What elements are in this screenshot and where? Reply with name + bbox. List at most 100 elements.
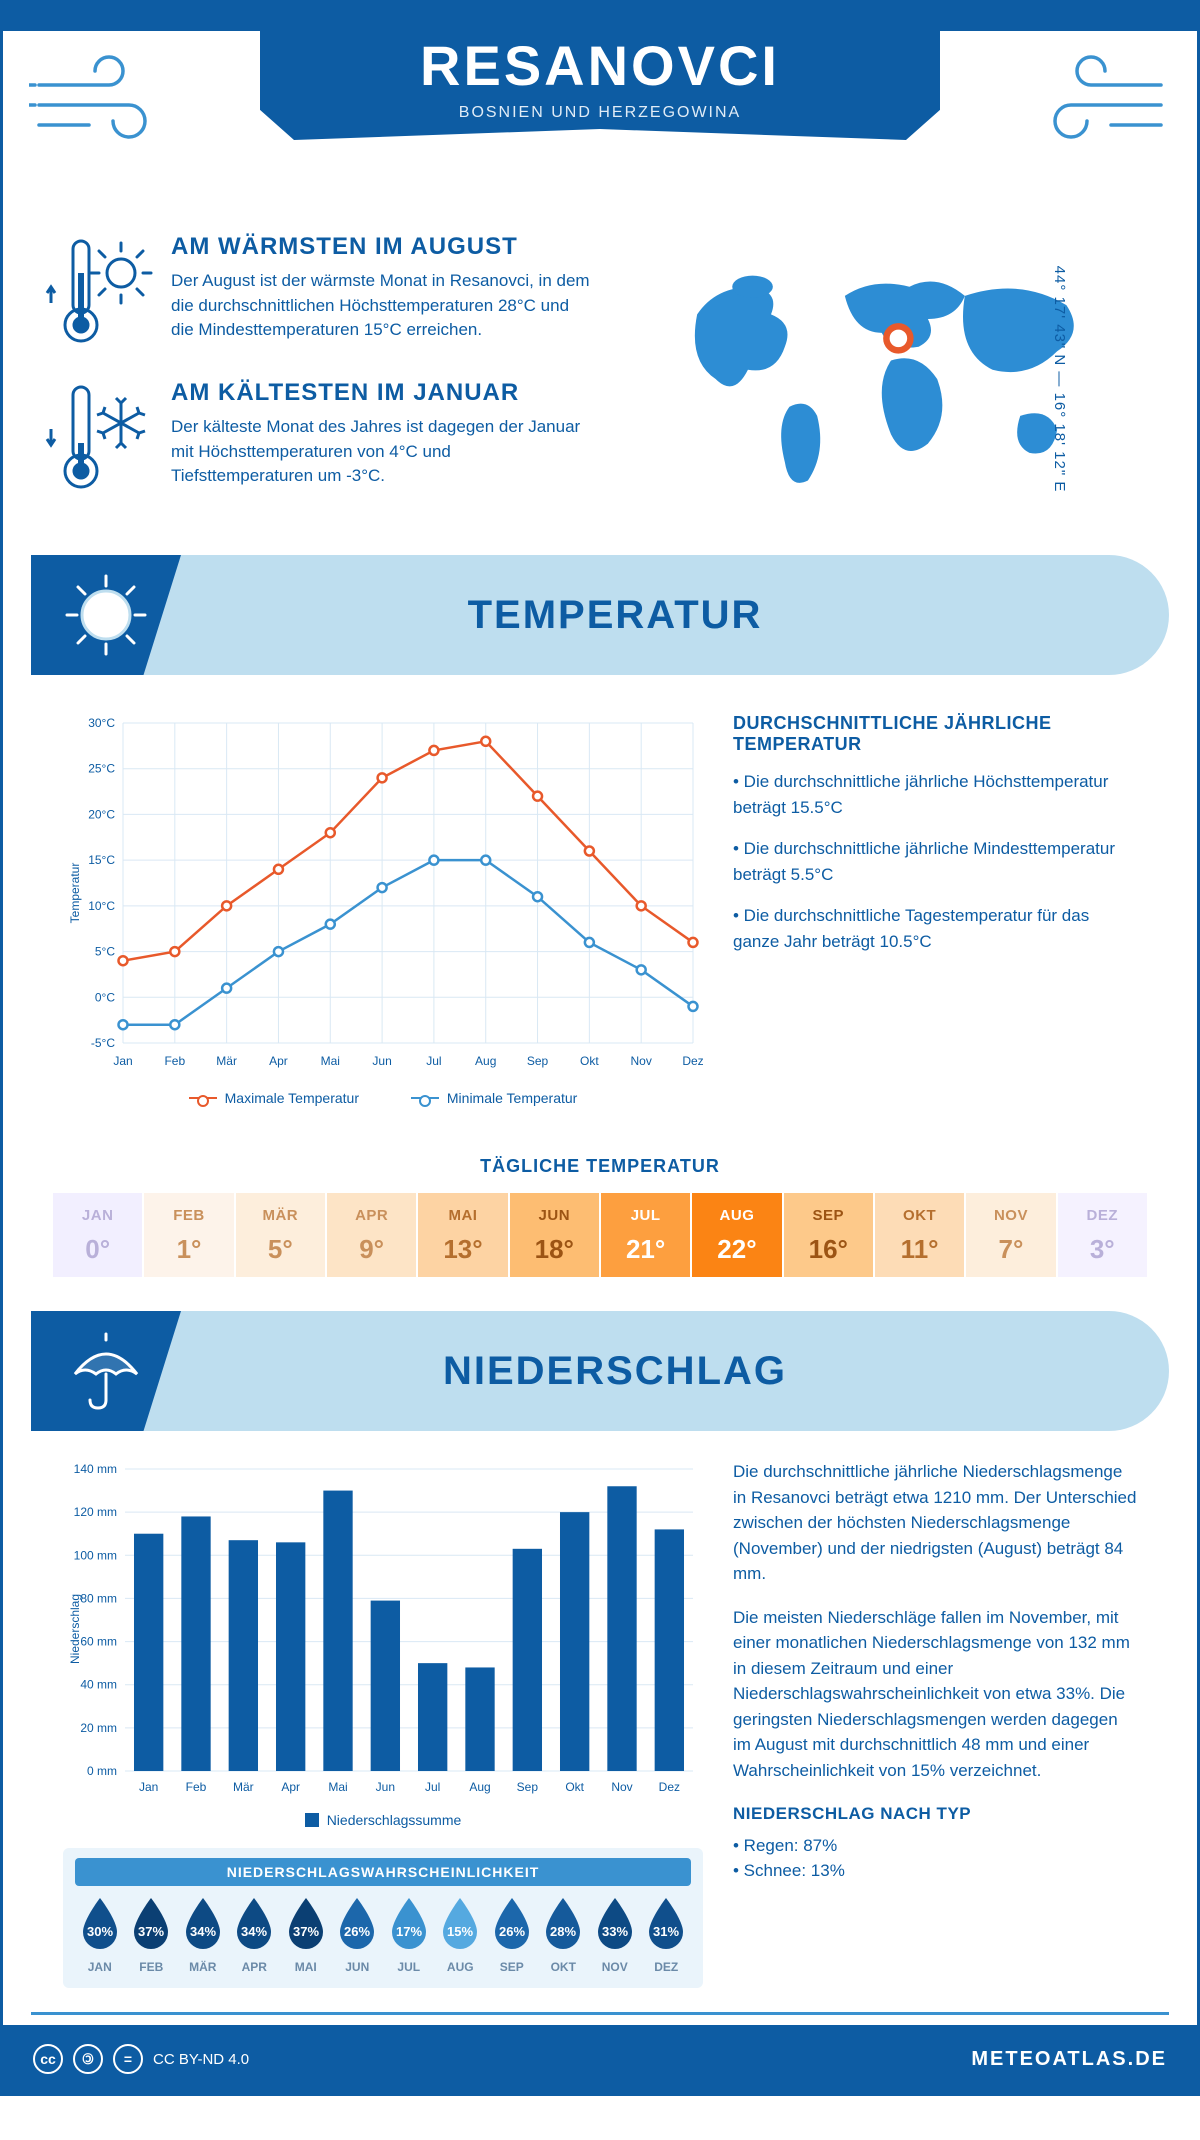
svg-text:Sep: Sep [517, 1780, 539, 1794]
svg-text:Jul: Jul [426, 1054, 441, 1068]
daily-value: 18° [510, 1234, 599, 1265]
svg-text:Niederschlag: Niederschlag [68, 1594, 82, 1664]
coldest-fact: AM KÄLTESTEN IM JANUAR Der kälteste Mona… [43, 379, 601, 499]
site-name: METEOATLAS.DE [971, 2048, 1167, 2071]
cc-icon: cc [33, 2044, 63, 2074]
precip-prob-month: JUL [384, 1960, 434, 1974]
raindrop-icon: 28% [542, 1896, 584, 1950]
location-title: RESANOVCI [260, 33, 940, 98]
temperature-section-header: TEMPERATUR [31, 555, 1169, 675]
svg-text:Jan: Jan [139, 1780, 158, 1794]
svg-text:30%: 30% [87, 1924, 113, 1939]
raindrop-icon: 31% [645, 1896, 687, 1950]
svg-text:Apr: Apr [281, 1780, 300, 1794]
precip-prob-cell: 28% OKT [539, 1896, 589, 1974]
precip-prob-cell: 37% MAI [281, 1896, 331, 1974]
svg-text:Feb: Feb [164, 1054, 185, 1068]
location-subtitle: BOSNIEN UND HERZEGOWINA [260, 104, 940, 122]
daily-temp-cell: JUN18° [510, 1193, 601, 1277]
raindrop-icon: 34% [233, 1896, 275, 1950]
precip-prob-month: JAN [75, 1960, 125, 1974]
temp-info-title: DURCHSCHNITTLICHE JÄHRLICHE TEMPERATUR [733, 713, 1137, 755]
daily-month: MÄR [236, 1207, 325, 1224]
svg-text:-5°C: -5°C [91, 1036, 115, 1050]
precip-prob-month: SEP [487, 1960, 537, 1974]
page: RESANOVCI BOSNIEN UND HERZEGOWINA [0, 0, 1200, 2096]
svg-text:Mai: Mai [328, 1780, 347, 1794]
warmest-fact: AM WÄRMSTEN IM AUGUST Der August ist der… [43, 233, 601, 353]
precip-prob-month: OKT [539, 1960, 589, 1974]
daily-value: 9° [327, 1234, 416, 1265]
temp-info-bullet: • Die durchschnittliche Tagestemperatur … [733, 903, 1137, 954]
daily-temp-title: TÄGLICHE TEMPERATUR [3, 1156, 1197, 1177]
svg-text:Feb: Feb [186, 1780, 207, 1794]
svg-text:80 mm: 80 mm [80, 1591, 117, 1605]
svg-text:60 mm: 60 mm [80, 1635, 117, 1649]
precip-legend-label: Niederschlagssumme [327, 1812, 462, 1828]
daily-month: DEZ [1058, 1207, 1147, 1224]
daily-month: JAN [53, 1207, 142, 1224]
svg-text:37%: 37% [293, 1924, 319, 1939]
svg-text:Okt: Okt [565, 1780, 584, 1794]
daily-month: MAI [418, 1207, 507, 1224]
svg-text:Okt: Okt [580, 1054, 599, 1068]
svg-text:28%: 28% [550, 1924, 576, 1939]
precip-prob-cell: 15% AUG [436, 1896, 486, 1974]
daily-month: APR [327, 1207, 416, 1224]
daily-value: 22° [692, 1234, 781, 1265]
svg-text:Dez: Dez [659, 1780, 680, 1794]
precip-type-title: NIEDERSCHLAG NACH TYP [733, 1801, 1137, 1827]
svg-text:Mai: Mai [321, 1054, 340, 1068]
svg-text:15%: 15% [447, 1924, 473, 1939]
svg-text:Jun: Jun [376, 1780, 395, 1794]
precip-prob-month: DEZ [642, 1960, 692, 1974]
precip-para-1: Die durchschnittliche jährliche Niedersc… [733, 1459, 1137, 1587]
daily-month: AUG [692, 1207, 781, 1224]
svg-text:Apr: Apr [269, 1054, 288, 1068]
sun-icon [61, 570, 151, 660]
precip-prob-month: FEB [127, 1960, 177, 1974]
precip-prob-cell: 34% MÄR [178, 1896, 228, 1974]
daily-temp-cell: APR 9° [327, 1193, 418, 1277]
svg-text:31%: 31% [653, 1924, 679, 1939]
precip-prob-cell: 26% JUN [333, 1896, 383, 1974]
raindrop-icon: 30% [79, 1896, 121, 1950]
precip-title: NIEDERSCHLAG [181, 1349, 1169, 1394]
svg-text:Nov: Nov [631, 1054, 652, 1068]
svg-text:140 mm: 140 mm [74, 1462, 117, 1476]
precip-probability-box: NIEDERSCHLAGSWAHRSCHEINLICHKEIT 30% JAN … [63, 1848, 703, 1988]
precip-prob-month: MAI [281, 1960, 331, 1974]
thermometer-snow-icon [43, 379, 153, 499]
daily-month: OKT [875, 1207, 964, 1224]
precipitation-bar-chart: 0 mm20 mm40 mm60 mm80 mm100 mm120 mm140 … [63, 1459, 703, 1799]
svg-text:120 mm: 120 mm [74, 1505, 117, 1519]
raindrop-icon: 26% [336, 1896, 378, 1950]
footer-divider [31, 2012, 1169, 2015]
daily-temp-cell: MAI13° [418, 1193, 509, 1277]
header: RESANOVCI BOSNIEN UND HERZEGOWINA [3, 3, 1197, 203]
footer: cc 🄯 = CC BY-ND 4.0 METEOATLAS.DE [3, 2025, 1197, 2093]
svg-text:0°C: 0°C [95, 990, 115, 1004]
svg-text:Mär: Mär [233, 1780, 254, 1794]
daily-temp-cell: MÄR5° [236, 1193, 327, 1277]
svg-text:Dez: Dez [682, 1054, 703, 1068]
precip-prob-month: NOV [590, 1960, 640, 1974]
svg-text:Jan: Jan [113, 1054, 132, 1068]
daily-value: 3° [1058, 1234, 1147, 1265]
daily-temp-cell: AUG 22° [692, 1193, 783, 1277]
svg-text:Sep: Sep [527, 1054, 549, 1068]
by-icon: 🄯 [73, 2044, 103, 2074]
license-text: CC BY-ND 4.0 [153, 2051, 249, 2068]
precip-section-header: NIEDERSCHLAG [31, 1311, 1169, 1431]
svg-text:33%: 33% [602, 1924, 628, 1939]
precip-prob-cell: 31% DEZ [642, 1896, 692, 1974]
svg-text:Jul: Jul [425, 1780, 440, 1794]
precip-prob-month: AUG [436, 1960, 486, 1974]
daily-temp-cell: JAN0° [53, 1193, 144, 1277]
warmest-title: AM WÄRMSTEN IM AUGUST [171, 233, 591, 261]
svg-text:40 mm: 40 mm [80, 1678, 117, 1692]
svg-text:Aug: Aug [469, 1780, 490, 1794]
coldest-text: Der kälteste Monat des Jahres ist dagege… [171, 415, 591, 489]
temp-info-bullet: • Die durchschnittliche jährliche Höchst… [733, 769, 1137, 820]
svg-text:30°C: 30°C [88, 716, 115, 730]
